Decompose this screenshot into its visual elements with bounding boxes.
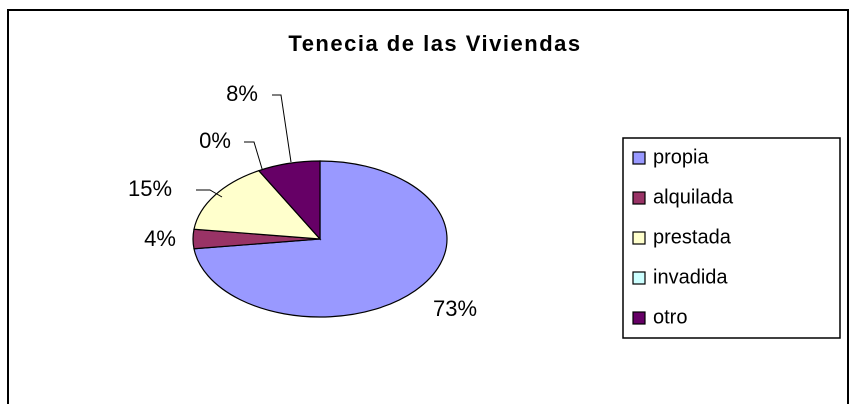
chart-frame [7,9,849,404]
legend-swatch [632,191,646,205]
pie-slice [193,169,322,240]
leader-line [272,94,292,163]
legend-swatch [632,311,646,325]
data-label: 15% [128,176,172,201]
pie-slice [257,160,321,241]
legend-label: prestada [653,226,732,248]
legend-label: propia [653,146,709,168]
chart-title: Tenecia de las Viviendas [288,31,581,56]
legend-swatch [632,231,646,245]
legend-swatch [632,271,646,285]
legend-box [622,137,841,339]
data-label: 8% [226,81,258,106]
legend-label: alquilada [653,186,734,208]
legend-label: invadida [653,266,728,288]
data-label: 4% [144,226,176,251]
legend-swatch [632,151,646,165]
data-label: 73% [433,296,477,321]
leader-line [244,141,264,173]
leader-line [196,189,223,198]
legend-label: otro [653,306,687,328]
data-label: 0% [199,128,231,153]
